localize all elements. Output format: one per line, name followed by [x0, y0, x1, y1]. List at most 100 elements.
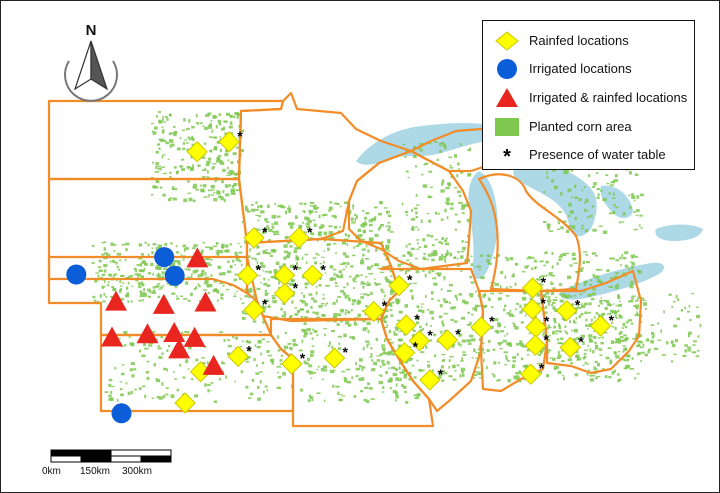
corn-patch — [229, 243, 232, 246]
corn-patch — [633, 295, 636, 297]
corn-patch — [311, 372, 317, 374]
corn-patch — [425, 345, 428, 349]
corn-patch — [590, 374, 596, 377]
corn-patch — [416, 305, 420, 308]
corn-patch — [604, 375, 608, 378]
corn-patch — [119, 381, 123, 383]
corn-patch — [554, 185, 558, 190]
corn-patch — [312, 219, 316, 221]
corn-patch — [441, 253, 444, 256]
corn-patch — [202, 176, 206, 179]
corn-patch — [368, 237, 372, 242]
corn-patch — [540, 284, 545, 286]
corn-patch — [508, 313, 513, 317]
corn-patch — [482, 305, 487, 309]
corn-patch — [362, 210, 365, 212]
scale-bar-segment — [50, 449, 112, 457]
corn-patch — [642, 302, 647, 306]
corn-patch — [383, 248, 387, 251]
corn-patch — [189, 167, 195, 171]
corn-patch — [506, 257, 509, 262]
corn-patch — [315, 311, 319, 315]
corn-patch — [139, 273, 142, 278]
corn-patch — [151, 122, 154, 125]
corn-patch — [204, 281, 209, 285]
corn-patch — [632, 338, 637, 340]
corn-patch — [188, 268, 191, 271]
corn-patch — [162, 115, 164, 119]
corn-patch — [154, 171, 160, 173]
corn-patch — [618, 338, 621, 340]
corn-patch — [179, 364, 182, 367]
corn-patch — [390, 314, 394, 317]
corn-patch — [614, 285, 619, 290]
corn-patch — [597, 193, 600, 197]
corn-patch — [219, 161, 221, 165]
corn-patch — [349, 210, 352, 214]
corn-patch — [344, 378, 348, 383]
corn-patch — [217, 254, 220, 258]
corn-patch — [343, 333, 347, 338]
corn-patch — [448, 301, 451, 304]
water-table-asterisk: * — [541, 274, 547, 290]
corn-patch — [499, 323, 501, 327]
corn-patch — [409, 262, 412, 264]
corn-patch — [458, 293, 462, 296]
corn-patch — [443, 278, 446, 281]
corn-patch — [245, 361, 250, 363]
corn-patch — [362, 346, 365, 351]
corn-patch — [381, 361, 385, 363]
corn-patch — [295, 257, 300, 261]
corn-patch — [515, 375, 520, 379]
corn-patch — [551, 265, 554, 269]
corn-patch — [367, 281, 369, 283]
corn-patch — [227, 344, 232, 348]
corn-patch — [491, 306, 494, 309]
corn-patch — [556, 357, 561, 359]
corn-patch — [207, 112, 212, 116]
corn-patch — [285, 255, 291, 258]
corn-patch — [223, 338, 226, 343]
corn-patch — [374, 206, 378, 209]
corn-patch — [454, 154, 457, 158]
corn-patch — [226, 174, 231, 176]
corn-patch — [319, 277, 322, 281]
corn-patch — [155, 247, 160, 251]
corn-patch — [420, 148, 423, 152]
corn-patch — [431, 369, 435, 372]
corn-patch — [205, 196, 208, 198]
corn-patch — [271, 214, 276, 219]
corn-patch — [688, 349, 692, 352]
corn-patch — [155, 378, 159, 380]
corn-patch — [167, 198, 172, 202]
corn-patch — [529, 298, 533, 300]
corn-patch — [181, 168, 186, 171]
corn-patch — [471, 338, 476, 342]
corn-patch — [426, 213, 430, 215]
corn-patch — [357, 299, 360, 302]
corn-patch — [330, 277, 334, 280]
corn-patch — [364, 220, 367, 225]
corn-patch — [438, 376, 442, 379]
corn-patch — [456, 257, 459, 260]
corn-patch — [590, 298, 595, 301]
corn-patch — [398, 366, 401, 370]
corn-patch — [143, 288, 146, 292]
corn-patch — [410, 247, 415, 251]
rainfed-site-marker — [281, 353, 303, 375]
corn-patch — [287, 251, 291, 255]
corn-patch — [339, 276, 344, 279]
corn-patch — [291, 300, 294, 304]
corn-patch — [496, 331, 500, 334]
corn-patch — [614, 275, 618, 279]
corn-patch — [632, 305, 636, 307]
corn-patch — [596, 196, 600, 199]
corn-patch — [670, 360, 674, 363]
corn-patch — [146, 376, 150, 380]
corn-patch — [218, 250, 224, 254]
corn-patch — [238, 277, 242, 280]
rainfed-site-marker — [273, 282, 296, 305]
corn-patch — [403, 385, 407, 389]
corn-patch — [131, 285, 134, 287]
corn-patch — [552, 306, 556, 310]
